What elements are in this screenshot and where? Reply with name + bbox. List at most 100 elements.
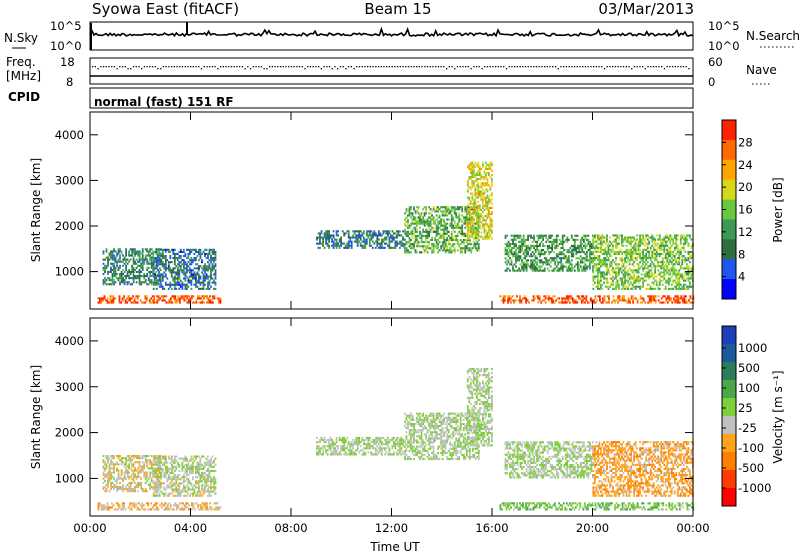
echo-cell (525, 265, 528, 268)
echo-cell (655, 255, 658, 258)
echo-cell (133, 504, 136, 507)
echo-cell (119, 283, 121, 286)
echo-cell (346, 242, 349, 245)
echo-cell (649, 246, 652, 249)
nave-dot (100, 66, 102, 68)
echo-cell (521, 261, 523, 264)
nave-dot (688, 68, 690, 70)
echo-cell (97, 508, 100, 511)
echo-cell (187, 277, 190, 280)
echo-cell (486, 167, 489, 170)
echo-cell (637, 269, 640, 272)
echo-cell (120, 486, 123, 489)
nave-dot (285, 66, 287, 68)
echo-cell (469, 221, 472, 224)
echo-cell (687, 285, 690, 288)
echo-cell (459, 226, 462, 229)
echo-cell (410, 222, 412, 225)
nsky-label: N.Sky (4, 31, 38, 45)
echo-cell (570, 259, 573, 262)
echo-cell (609, 285, 611, 288)
echo-cell (132, 504, 134, 507)
echo-cell (609, 277, 611, 280)
echo-cell (349, 236, 352, 239)
echo-cell (480, 213, 483, 216)
echo-cell (105, 457, 108, 460)
echo-cell (645, 271, 648, 274)
echo-cell (441, 218, 444, 221)
echo-cell (624, 250, 626, 253)
echo-cell (107, 457, 109, 460)
echo-cell (320, 230, 323, 233)
echo-cell (416, 251, 418, 254)
echo-cell (435, 232, 438, 235)
echo-cell (416, 236, 418, 239)
echo-cell (645, 234, 648, 237)
echo-cell (482, 176, 484, 179)
echo-cell (428, 222, 430, 225)
echo-cell (600, 285, 602, 288)
echo-cell (140, 471, 143, 474)
echo-cell (212, 297, 214, 300)
echo-cell (586, 257, 588, 260)
echo-cell (119, 264, 121, 267)
echo-cell (147, 459, 150, 462)
echo-cell (175, 281, 178, 284)
nave-dot (171, 66, 173, 68)
echo-cell (669, 279, 672, 282)
echo-cell (615, 238, 617, 241)
echo-cell (670, 269, 673, 272)
echo-cell (147, 254, 150, 257)
echo-cell (597, 246, 599, 249)
echo-cell (657, 285, 660, 288)
echo-cell (681, 257, 684, 260)
echo-cell (594, 255, 596, 258)
echo-cell (645, 287, 648, 290)
echo-cell (158, 263, 161, 266)
echo-cell (379, 234, 382, 237)
echo-cell (379, 244, 382, 247)
echo-cell (135, 483, 138, 486)
echo-cell (631, 259, 634, 262)
echo-cell (136, 297, 139, 300)
echo-cell (205, 287, 208, 290)
echo-cell (183, 508, 186, 511)
echo-cell (464, 251, 467, 254)
echo-cell (129, 481, 132, 484)
echo-cell (557, 244, 560, 247)
echo-cell (645, 273, 648, 276)
echo-cell (543, 244, 546, 247)
echo-cell (404, 239, 406, 242)
echo-cell (416, 224, 418, 227)
echo-cell (370, 230, 373, 233)
echo-cell (455, 214, 458, 217)
echo-cell (615, 273, 617, 276)
echo-cell (464, 234, 467, 237)
echo-cell (667, 287, 670, 290)
echo-cell (431, 214, 433, 217)
nave-dot (102, 66, 105, 68)
echo-cell (426, 218, 429, 221)
echo-cell (468, 196, 471, 199)
echo-cell (132, 477, 135, 480)
echo-cell (469, 186, 472, 189)
echo-cell (350, 240, 353, 243)
echo-cell (328, 246, 330, 249)
echo-cell (140, 270, 143, 273)
echo-cell (425, 230, 427, 233)
echo-cell (668, 297, 671, 300)
echo-cell (150, 297, 153, 300)
echo-cell (199, 281, 202, 284)
echo-cell (661, 248, 664, 251)
echo-cell (408, 232, 411, 235)
nave-dot (595, 66, 597, 68)
echo-cell (600, 271, 602, 274)
echo-cell (102, 471, 105, 474)
echo-cell (642, 281, 644, 284)
echo-cell (675, 261, 678, 264)
echo-cell (667, 269, 670, 272)
nave-dot (214, 66, 216, 68)
nave-dot (489, 66, 491, 68)
echo-cell (581, 251, 584, 254)
echo-cell (530, 247, 532, 250)
